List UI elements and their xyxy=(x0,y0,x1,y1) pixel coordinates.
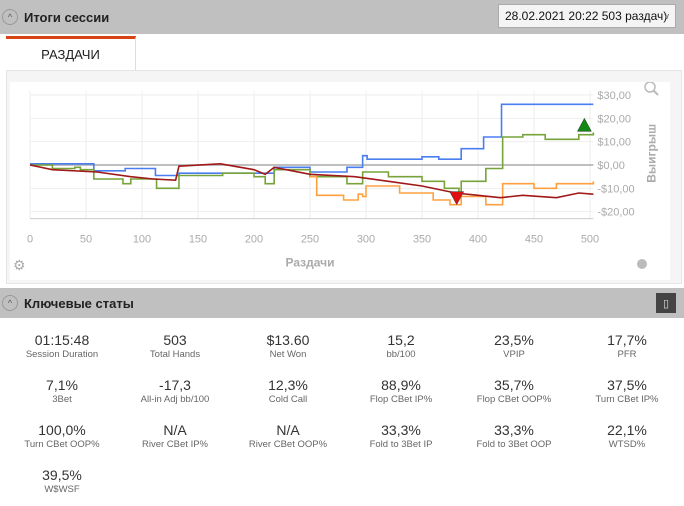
stat-label: Turn CBet OOP% xyxy=(24,439,100,450)
stat-label: Fold to 3Bet OOP xyxy=(476,439,552,450)
x-tick-label: 300 xyxy=(357,234,375,246)
stat-label: bb/100 xyxy=(386,349,416,360)
stat-label: All-in Adj bb/100 xyxy=(140,394,210,405)
stat-label: Turn CBet IP% xyxy=(595,394,659,405)
stat-value: N/A xyxy=(276,422,300,438)
session-summary-header: ^ Итоги сессии 28.02.2021 20:22 503 разд… xyxy=(0,0,684,34)
session-select[interactable]: 28.02.2021 20:22 503 раздач) v xyxy=(498,4,676,28)
stat-item: 15,2 bb/100 xyxy=(346,332,456,360)
stat-item: 33,3% Fold to 3Bet OOP xyxy=(459,422,569,450)
stat-value: 01:15:48 xyxy=(34,332,90,348)
min-marker xyxy=(449,191,465,206)
zoom-icon[interactable] xyxy=(644,82,659,96)
stat-label: WTSD% xyxy=(608,439,646,450)
stat-value: 33,3% xyxy=(381,422,421,438)
stat-item: 100,0% Turn CBet OOP% xyxy=(7,422,117,450)
stat-item: -17,3 All-in Adj bb/100 xyxy=(120,377,230,405)
collapse-icon[interactable]: ^ xyxy=(2,9,18,25)
stat-label: Flop CBet OOP% xyxy=(476,394,552,405)
y-tick-label: $10,00 xyxy=(597,137,631,149)
x-tick-label: 200 xyxy=(245,234,263,246)
x-axis-label: Раздачи xyxy=(286,256,335,270)
x-tick-label: 250 xyxy=(301,234,319,246)
x-tick-label: 150 xyxy=(189,234,207,246)
stat-item: 503 Total Hands xyxy=(120,332,230,360)
winnings-chart: 0 50 100 150 200 250 300 350 400 450 500 $30,00 $20,… xyxy=(10,82,670,280)
x-tick-label: 500 xyxy=(581,234,599,246)
stat-label: River CBet OOP% xyxy=(248,439,328,450)
stat-label: Cold Call xyxy=(268,394,308,405)
stat-value: -17,3 xyxy=(159,377,191,393)
x-tick-label: 450 xyxy=(525,234,543,246)
columns-icon[interactable]: ▯ xyxy=(656,293,676,313)
gear-icon[interactable]: ⚙ xyxy=(13,257,26,273)
stat-value: 23,5% xyxy=(494,332,534,348)
stat-item: 7,1% 3Bet xyxy=(7,377,117,405)
stat-item: 23,5% VPIP xyxy=(459,332,569,360)
stat-value: 12,3% xyxy=(268,377,308,393)
stat-value: 39,5% xyxy=(42,467,82,483)
stat-label: Session Duration xyxy=(25,349,99,360)
x-tick-label: 0 xyxy=(27,234,33,246)
series-line-darkred xyxy=(29,163,594,199)
y-tick-label: -$20,00 xyxy=(597,207,634,219)
stat-label: River CBet IP% xyxy=(142,439,208,450)
x-tick-label: 400 xyxy=(469,234,487,246)
series-line-orange xyxy=(310,175,595,206)
collapse-icon[interactable]: ^ xyxy=(2,295,18,311)
x-tick-label: 350 xyxy=(413,234,431,246)
x-tick-label: 100 xyxy=(133,234,151,246)
stat-value: 15,2 xyxy=(387,332,415,348)
section-title: Ключевые статы xyxy=(24,295,134,311)
max-marker xyxy=(576,117,592,132)
stat-label: PFR xyxy=(617,349,637,360)
stat-value: 7,1% xyxy=(46,377,78,393)
y-tick-label: -$10,00 xyxy=(597,183,634,195)
stat-item: 12,3% Cold Call xyxy=(233,377,343,405)
y-axis-label: Выигрыш xyxy=(644,124,658,183)
stat-value: 22,1% xyxy=(607,422,647,438)
stat-value: 503 xyxy=(163,332,187,348)
y-tick-label: $30,00 xyxy=(597,90,631,102)
stat-label: Total Hands xyxy=(149,349,201,360)
stat-label: Net Won xyxy=(269,349,307,360)
stat-item: 39,5% W$WSF xyxy=(7,467,117,495)
stat-value: 17,7% xyxy=(607,332,647,348)
stat-label: 3Bet xyxy=(52,394,72,405)
series-line-blue xyxy=(30,103,594,177)
stat-item: 22,1% WTSD% xyxy=(572,422,682,450)
chevron-down-icon: v xyxy=(664,11,670,21)
key-stats-header: ^ Ключевые статы ▯ xyxy=(0,288,684,318)
stat-value: 33,3% xyxy=(494,422,534,438)
stat-value: N/A xyxy=(163,422,187,438)
stat-item: N/A River CBet OOP% xyxy=(233,422,343,450)
stat-value: 35,7% xyxy=(494,377,534,393)
info-icon[interactable] xyxy=(637,259,647,269)
stat-item: 33,3% Fold to 3Bet IP xyxy=(346,422,456,450)
stat-value: 100,0% xyxy=(38,422,86,438)
stat-item: N/A River CBet IP% xyxy=(120,422,230,450)
stat-label: VPIP xyxy=(503,349,525,360)
stat-label: Fold to 3Bet IP xyxy=(369,439,433,450)
stat-label: Flop CBet IP% xyxy=(369,394,433,405)
stat-value: 37,5% xyxy=(607,377,647,393)
stat-item: 17,7% PFR xyxy=(572,332,682,360)
stat-item: 37,5% Turn CBet IP% xyxy=(572,377,682,405)
session-select-value: 28.02.2021 20:22 503 раздач) xyxy=(505,9,668,23)
x-tick-label: 50 xyxy=(80,234,92,246)
stat-value: $13.60 xyxy=(266,332,310,348)
stat-value: 88,9% xyxy=(381,377,421,393)
stat-item: 01:15:48 Session Duration xyxy=(7,332,117,360)
stat-item: $13.60 Net Won xyxy=(233,332,343,360)
tab-hands[interactable]: РАЗДАЧИ xyxy=(6,36,136,70)
chart-svg: 0 50 100 150 200 250 300 350 400 450 500 $30,00 $20,… xyxy=(13,82,659,273)
section-title: Итоги сессии xyxy=(24,9,110,25)
y-tick-label: $0,00 xyxy=(597,160,625,172)
stat-item: 35,7% Flop CBet OOP% xyxy=(459,377,569,405)
stat-item: 88,9% Flop CBet IP% xyxy=(346,377,456,405)
stat-label: W$WSF xyxy=(44,484,80,495)
y-tick-label: $20,00 xyxy=(597,113,631,125)
